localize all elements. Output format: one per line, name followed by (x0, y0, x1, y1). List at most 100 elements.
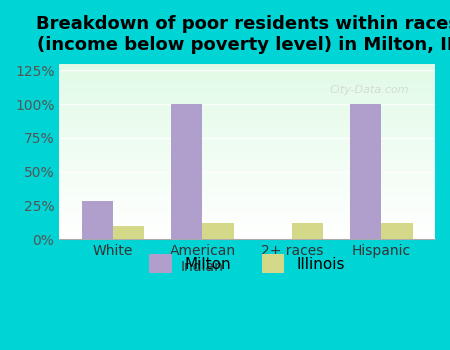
Bar (59, 139, 435, 140)
Bar (59, 207, 435, 208)
Bar (59, 190, 435, 191)
Bar (381, 223, 413, 239)
Bar (59, 67, 435, 68)
Bar (59, 140, 435, 141)
Bar (59, 213, 435, 214)
Bar (292, 223, 323, 239)
Bar (59, 149, 435, 150)
Bar (59, 81, 435, 82)
Bar (59, 166, 435, 167)
Bar (59, 80, 435, 81)
Bar (59, 211, 435, 212)
Bar (59, 188, 435, 189)
Bar (59, 74, 435, 75)
Bar (59, 219, 435, 220)
Bar (59, 132, 435, 133)
Bar (59, 210, 435, 211)
Bar (59, 93, 435, 94)
Bar (59, 160, 435, 161)
Bar (59, 154, 435, 155)
Bar (59, 120, 435, 121)
Bar (59, 116, 435, 117)
Legend: Milton, Illinois: Milton, Illinois (142, 247, 353, 281)
Bar (59, 230, 435, 231)
Bar (59, 186, 435, 187)
Bar (59, 119, 435, 120)
Bar (59, 128, 435, 130)
Bar (59, 114, 435, 116)
Bar (59, 182, 435, 183)
Bar (59, 108, 435, 109)
Bar (59, 70, 435, 71)
Bar (59, 121, 435, 122)
Bar (59, 200, 435, 201)
Bar (59, 106, 435, 107)
Bar (59, 226, 435, 227)
Bar (59, 176, 435, 177)
Bar (59, 123, 435, 124)
Bar (59, 72, 435, 74)
Bar (113, 226, 144, 239)
Bar (59, 180, 435, 181)
Bar (59, 156, 435, 157)
Bar (59, 68, 435, 69)
Bar (59, 71, 435, 72)
Bar (59, 146, 435, 147)
Bar (59, 130, 435, 131)
Bar (59, 184, 435, 185)
Bar (59, 157, 435, 158)
Bar (59, 144, 435, 145)
Bar (59, 64, 435, 65)
Bar (59, 158, 435, 159)
Bar (59, 94, 435, 95)
Bar (59, 85, 435, 86)
Bar (59, 133, 435, 134)
Bar (59, 134, 435, 135)
Bar (59, 141, 435, 142)
Bar (59, 135, 435, 136)
Bar (59, 92, 435, 93)
Bar (59, 113, 435, 114)
Bar (59, 89, 435, 90)
Bar (59, 95, 435, 96)
Bar (59, 234, 435, 235)
Bar (82, 201, 113, 239)
Bar (59, 145, 435, 146)
Bar (59, 212, 435, 213)
Bar (59, 172, 435, 173)
Bar (59, 112, 435, 113)
Bar (59, 88, 435, 89)
Bar (350, 104, 381, 239)
Bar (59, 183, 435, 184)
Bar (59, 159, 435, 160)
Bar (59, 195, 435, 196)
Bar (59, 125, 435, 126)
Bar (59, 164, 435, 166)
Bar (59, 194, 435, 195)
Bar (59, 173, 435, 174)
Bar (59, 199, 435, 200)
Bar (59, 99, 435, 100)
Bar (59, 189, 435, 190)
Bar (59, 162, 435, 163)
Bar (59, 152, 435, 153)
Bar (59, 127, 435, 128)
Bar (59, 229, 435, 230)
Bar (59, 232, 435, 233)
Bar (59, 91, 435, 92)
Bar (59, 206, 435, 207)
Bar (59, 202, 435, 203)
Bar (59, 191, 435, 192)
Bar (59, 84, 435, 85)
Bar (59, 150, 435, 152)
Bar (59, 169, 435, 170)
Bar (59, 201, 435, 202)
Bar (59, 155, 435, 156)
Bar (59, 78, 435, 79)
Title: Breakdown of poor residents within races
(income below poverty level) in Milton,: Breakdown of poor residents within races… (36, 15, 450, 54)
Bar (59, 236, 435, 237)
Bar (59, 238, 435, 239)
Bar (59, 102, 435, 103)
Bar (59, 131, 435, 132)
Bar (59, 233, 435, 234)
